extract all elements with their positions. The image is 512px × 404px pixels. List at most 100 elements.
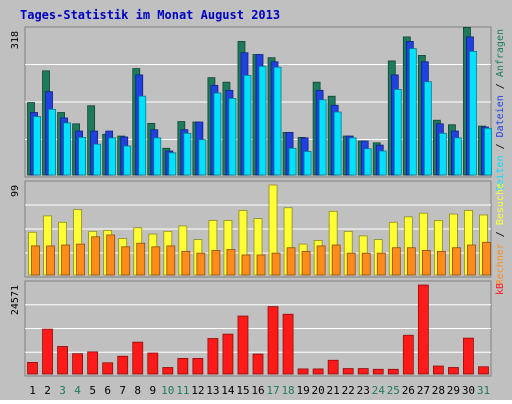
bar-kb-day-17 xyxy=(267,306,279,375)
bar-kb-day-28 xyxy=(432,365,444,375)
x-tick-label: 18 xyxy=(281,384,294,397)
bar-rechner-day-17 xyxy=(271,252,281,276)
x-tick-label: 27 xyxy=(417,384,430,397)
x-tick-label: 17 xyxy=(266,384,279,397)
bar-kb-day-26 xyxy=(402,334,414,375)
bar-seiten-day-7 xyxy=(123,145,132,176)
bar-seiten-day-22 xyxy=(348,137,357,176)
legend-besuche: Besuche xyxy=(495,183,506,225)
bar-kb-day-27 xyxy=(417,284,429,375)
y-max-label: 24571 xyxy=(10,285,21,315)
x-tick-label: 28 xyxy=(432,384,445,397)
bar-seiten-day-23 xyxy=(363,148,372,176)
x-tick-label: 25 xyxy=(387,384,400,397)
bar-seiten-day-8 xyxy=(138,95,147,176)
bar-rechner-day-2 xyxy=(46,245,55,276)
x-tick-label: 24 xyxy=(372,384,386,397)
bar-rechner-day-22 xyxy=(346,252,356,276)
bar-rechner-day-10 xyxy=(166,245,176,276)
bar-kb-day-5 xyxy=(87,351,99,375)
right-legend-text: Seiten / Dateien / Anfragen xyxy=(495,29,506,192)
bar-rechner-day-7 xyxy=(121,246,131,276)
bar-rechner-day-1 xyxy=(31,245,40,276)
right-legend: kB xyxy=(495,283,506,295)
bar-rechner-day-5 xyxy=(91,236,101,276)
bar-rechner-day-16 xyxy=(256,254,266,276)
x-tick-label: 7 xyxy=(119,384,126,397)
x-tick-label: 29 xyxy=(447,384,460,397)
x-tick-label: 9 xyxy=(149,384,156,397)
chart-title: Tages-Statistik im Monat August 2013 xyxy=(20,8,280,22)
x-tick-label: 5 xyxy=(89,384,96,397)
bar-seiten-day-19 xyxy=(303,151,312,176)
panel-kb: 24571 kB xyxy=(10,280,506,377)
bar-seiten-day-31 xyxy=(484,127,492,176)
right-legend-text: Rechner / Besuche xyxy=(495,183,506,285)
bar-rechner-day-13 xyxy=(211,250,221,276)
bar-rechner-day-20 xyxy=(316,245,326,276)
bar-seiten-day-14 xyxy=(228,98,237,176)
bar-seiten-day-5 xyxy=(93,143,102,176)
bar-rechner-day-11 xyxy=(181,250,191,276)
x-tick-label: 11 xyxy=(176,384,189,397)
x-tick-label: 12 xyxy=(191,384,204,397)
bar-seiten-day-9 xyxy=(153,137,162,176)
bar-kb-day-30 xyxy=(463,337,474,375)
bar-seiten-day-21 xyxy=(333,111,342,176)
bar-kb-day-23 xyxy=(357,368,369,375)
bar-kb-day-9 xyxy=(147,352,159,375)
bar-kb-day-13 xyxy=(207,338,219,375)
bar-seiten-day-27 xyxy=(423,81,432,176)
bar-rechner-day-27 xyxy=(421,250,431,276)
bar-seiten-day-3 xyxy=(63,122,71,176)
bar-kb-day-19 xyxy=(297,368,309,375)
bar-kb-day-14 xyxy=(222,333,234,375)
bar-seiten-day-16 xyxy=(258,65,267,176)
bar-rechner-day-31 xyxy=(482,241,491,276)
bar-kb-day-22 xyxy=(342,368,354,375)
chart-panels: 318 Seiten / Dateien / Anfragen 99 Rechner … xyxy=(10,26,506,377)
bar-kb-day-15 xyxy=(237,315,249,375)
bar-seiten-day-20 xyxy=(318,99,327,176)
x-tick-label: 21 xyxy=(327,384,340,397)
bar-seiten-day-10 xyxy=(168,152,177,176)
bar-rechner-day-9 xyxy=(151,246,161,276)
x-tick-label: 31 xyxy=(477,384,490,397)
bar-rechner-day-23 xyxy=(361,252,371,276)
y-max-label: 99 xyxy=(10,185,21,197)
panel-besuche-rechner: 99 Rechner / Besuche xyxy=(10,180,506,285)
x-tick-label: 6 xyxy=(104,384,111,397)
y-max-label: 318 xyxy=(10,31,21,49)
bar-rechner-day-12 xyxy=(196,252,206,276)
bar-kb-day-2 xyxy=(42,328,53,375)
x-axis-day-labels: 1 2 3 4 5 6 7 8 9 10 11 12 13 14 15 16 17 18 19 20 21 22 23 24 2… xyxy=(29,384,490,397)
bar-seiten-day-4 xyxy=(78,137,87,176)
x-tick-label: 16 xyxy=(251,384,264,397)
bar-rechner-day-3 xyxy=(61,244,70,276)
bar-kb-day-25 xyxy=(387,368,399,375)
bar-kb-day-31 xyxy=(478,366,489,375)
x-tick-label: 15 xyxy=(236,384,249,397)
legend-separator: / xyxy=(495,225,506,243)
bar-rechner-day-4 xyxy=(76,243,86,276)
x-tick-label: 26 xyxy=(402,384,415,397)
bar-rechner-day-24 xyxy=(376,252,386,276)
bar-seiten-day-6 xyxy=(108,137,117,176)
bar-kb-day-12 xyxy=(192,358,204,375)
right-legend-text: kB xyxy=(495,283,506,295)
bar-seiten-day-18 xyxy=(288,147,297,176)
bar-kb-day-24 xyxy=(372,368,384,375)
bar-rechner-day-8 xyxy=(136,242,146,276)
bar-kb-day-20 xyxy=(312,368,324,375)
bar-rechner-day-30 xyxy=(467,244,476,276)
bar-kb-day-1 xyxy=(27,362,38,375)
x-tick-label: 30 xyxy=(462,384,475,397)
bar-kb-day-4 xyxy=(72,353,84,375)
x-tick-label: 14 xyxy=(221,384,235,397)
bar-seiten-day-13 xyxy=(213,92,222,176)
legend-separator: / xyxy=(495,137,506,155)
bar-rechner-day-28 xyxy=(436,250,446,276)
legend-kb: kB xyxy=(495,283,506,295)
